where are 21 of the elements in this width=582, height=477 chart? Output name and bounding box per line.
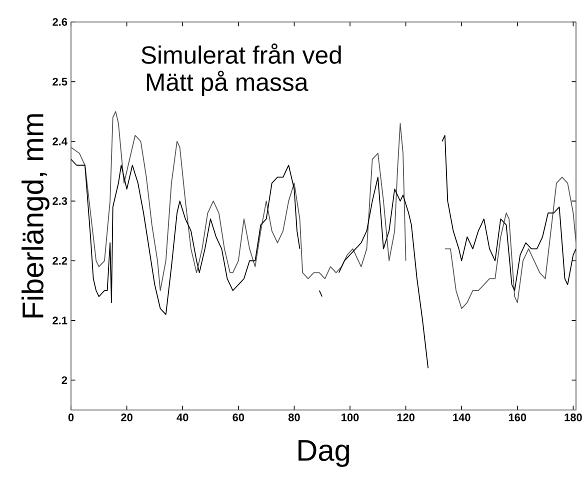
x-tick-label: 60 xyxy=(232,414,244,422)
x-tick-label: 100 xyxy=(342,414,359,422)
y-axis-title: Fiberlängd, mm xyxy=(22,114,50,318)
x-tick-label: 140 xyxy=(453,414,470,422)
y-tick-label: 2.3 xyxy=(52,197,68,205)
x-tick-label: 120 xyxy=(397,414,414,422)
y-tick-label: 2.4 xyxy=(52,138,68,146)
x-tick-label: 20 xyxy=(121,414,132,422)
x-tick-label: 40 xyxy=(176,414,188,422)
x-tick-label: 160 xyxy=(508,414,526,422)
x-tick-label: 180 xyxy=(564,414,582,422)
y-tick-label: 2.5 xyxy=(52,78,68,86)
annotation: Mätt på massa xyxy=(146,70,308,96)
y-tick-label: 2.2 xyxy=(52,256,68,265)
x-tick-label: 0 xyxy=(68,414,74,422)
annotation: Simulerat från ved xyxy=(142,44,341,64)
y-tick-label: 2.6 xyxy=(52,18,68,26)
y-tick-label: 2 xyxy=(62,376,68,384)
x-axis-title: Dag xyxy=(298,440,349,467)
y-tick-label: 2.1 xyxy=(52,316,68,324)
x-tick-label: 80 xyxy=(288,414,300,422)
